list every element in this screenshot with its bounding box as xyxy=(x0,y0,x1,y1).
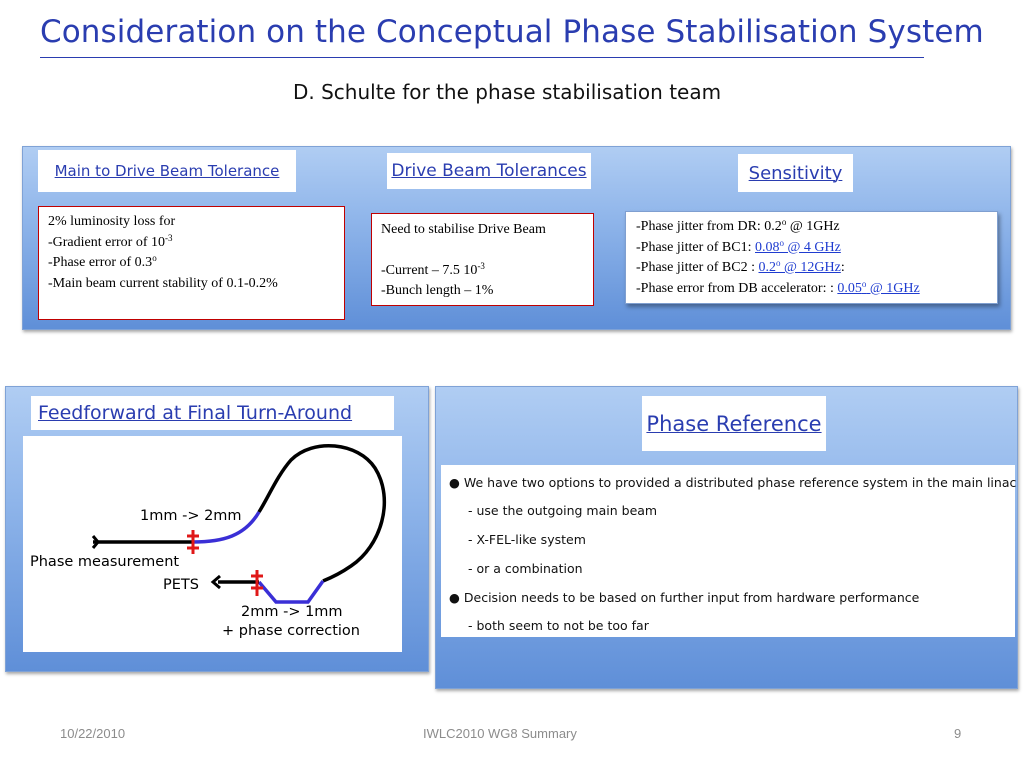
page-number: 9 xyxy=(954,726,962,741)
drive-tol-line2: -Current – 7.5 10-3 xyxy=(381,260,485,278)
slide-title: Consideration on the Conceptual Phase St… xyxy=(40,14,984,50)
sens-line2: -Phase jitter of BC1: 0.08o @ 4 GHz xyxy=(636,237,841,255)
drive-tol-line1: Need to stabilise Drive Beam xyxy=(381,222,546,237)
bc1-jitter-link[interactable]: 0.08o @ 4 GHz xyxy=(755,237,841,255)
phase-reference-header: Phase Reference xyxy=(642,396,826,451)
main-tol-line3: -Phase error of 0.3o xyxy=(48,253,157,271)
sens-line3: -Phase jitter of BC2 : 0.2o @ 12GHz: xyxy=(636,258,845,276)
kicker-marker xyxy=(251,570,263,596)
sensitivity-box: -Phase jitter from DR: 0.2o @ 1GHz -Phas… xyxy=(625,211,998,304)
list-item: ● Decision needs to be based on further … xyxy=(449,590,920,605)
main-tol-line4: -Main beam current stability of 0.1-0.2% xyxy=(48,275,278,291)
turnaround-diagram: 1mm -> 2mm Phase measurement PETS 2mm ->… xyxy=(23,436,402,652)
label-1mm-2mm: 1mm -> 2mm xyxy=(140,508,242,524)
list-item: - both seem to not be too far xyxy=(468,618,649,633)
sensitivity-header-text: Sensitivity xyxy=(748,162,843,184)
incoming-beam-arrow xyxy=(91,535,100,549)
label-pets: PETS xyxy=(163,577,199,593)
phase-monitor-marker xyxy=(187,530,199,554)
main-tol-line2: -Gradient error of 10-3 xyxy=(48,232,173,250)
phase-reference-list: ● We have two options to provided a dist… xyxy=(441,465,1017,637)
title-underline xyxy=(40,57,924,58)
list-item: - use the outgoing main beam xyxy=(468,503,658,518)
phase-reference-header-text: Phase Reference xyxy=(646,411,822,436)
drive-beam-tolerances-header: Drive Beam Tolerances xyxy=(387,153,591,189)
turnaround-loop xyxy=(257,443,387,583)
bc2-jitter-link[interactable]: 0.2o @ 12GHz xyxy=(758,258,841,276)
sensitivity-header: Sensitivity xyxy=(738,154,853,192)
drive-tolerance-box: Need to stabilise Drive Beam -Current – … xyxy=(371,213,594,306)
list-item: - or a combination xyxy=(468,561,583,576)
slide-subtitle: D. Schulte for the phase stabilisation t… xyxy=(293,80,722,104)
label-phase-correction: + phase correction xyxy=(222,623,360,639)
db-accelerator-error-link[interactable]: 0.05o @ 1GHz xyxy=(837,278,920,296)
footer-date: 10/22/2010 xyxy=(60,726,126,741)
main-drive-tolerance-header: Main to Drive Beam Tolerance xyxy=(38,150,296,192)
list-item: ● We have two options to provided a dist… xyxy=(449,475,1017,490)
feedforward-header: Feedforward at Final Turn-Around xyxy=(31,396,394,430)
main-tolerance-box: 2% luminosity loss for -Gradient error o… xyxy=(38,206,345,320)
sens-line1: -Phase jitter from DR: 0.2o @ 1GHz xyxy=(636,217,840,235)
footer-title: IWLC2010 WG8 Summary xyxy=(423,726,577,741)
outgoing-beam-arrow xyxy=(210,574,221,590)
feedforward-header-text: Feedforward at Final Turn-Around xyxy=(38,402,353,424)
list-item: - X-FEL-like system xyxy=(468,532,586,547)
drive-beam-tolerances-header-text: Drive Beam Tolerances xyxy=(391,161,587,181)
label-2mm-1mm: 2mm -> 1mm xyxy=(241,604,343,620)
upper-blue-section xyxy=(192,511,261,544)
label-phase-measurement: Phase measurement xyxy=(30,554,179,570)
sens-line4: -Phase error from DB accelerator: : 0.05… xyxy=(636,278,920,296)
main-drive-tolerance-header-text: Main to Drive Beam Tolerance xyxy=(54,162,280,180)
main-tol-line1: 2% luminosity loss for xyxy=(48,214,176,229)
lower-blue-chicane xyxy=(257,579,325,604)
drive-tol-line3: -Bunch length – 1% xyxy=(381,283,494,298)
